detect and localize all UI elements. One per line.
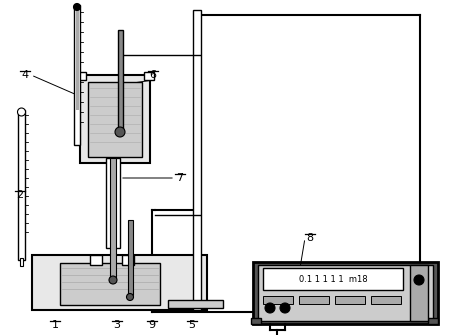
Circle shape — [18, 108, 26, 116]
Circle shape — [115, 127, 125, 137]
Bar — [88, 82, 142, 157]
Text: 6: 6 — [149, 70, 157, 80]
Circle shape — [126, 293, 134, 300]
Bar — [428, 318, 438, 324]
Bar — [410, 265, 428, 321]
Bar — [74, 5, 80, 145]
Bar — [122, 255, 134, 265]
Text: 4: 4 — [22, 70, 28, 80]
Circle shape — [265, 303, 275, 313]
Bar — [18, 110, 25, 260]
Bar — [253, 262, 438, 324]
Bar — [263, 268, 403, 290]
Bar — [118, 30, 123, 130]
Circle shape — [414, 275, 424, 285]
Bar — [251, 318, 261, 324]
Bar — [60, 263, 160, 305]
Bar — [193, 10, 201, 310]
Bar — [110, 158, 116, 278]
Bar — [106, 158, 120, 248]
Bar — [335, 296, 365, 304]
Bar — [128, 220, 133, 295]
Bar — [258, 265, 433, 321]
Bar — [76, 10, 79, 110]
Bar — [168, 300, 223, 308]
Bar — [144, 72, 154, 80]
Text: 8: 8 — [306, 233, 314, 243]
Text: 3: 3 — [113, 320, 121, 330]
Circle shape — [109, 276, 117, 284]
Text: 5: 5 — [189, 320, 195, 330]
Bar — [90, 255, 102, 265]
Text: 0.1 1 1 1 1  m18: 0.1 1 1 1 1 m18 — [299, 275, 367, 284]
Bar — [76, 72, 86, 80]
Text: 7: 7 — [176, 173, 184, 183]
Bar — [80, 75, 150, 163]
Bar — [20, 258, 23, 266]
Bar — [371, 296, 401, 304]
Text: 9: 9 — [148, 320, 156, 330]
Bar — [263, 296, 293, 304]
Bar — [299, 296, 329, 304]
Bar — [32, 255, 207, 310]
Circle shape — [280, 303, 290, 313]
Text: 1: 1 — [51, 320, 59, 330]
Text: 2: 2 — [17, 190, 23, 200]
Circle shape — [73, 3, 81, 10]
